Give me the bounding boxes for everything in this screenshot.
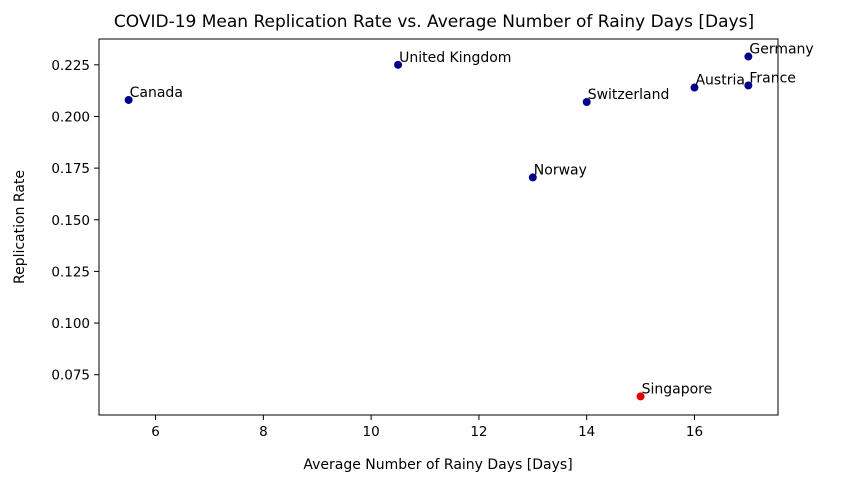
- x-tick-label: 10: [363, 424, 380, 440]
- y-tick-label: 0.125: [51, 264, 90, 280]
- data-point: [744, 81, 753, 90]
- y-tick-label: 0.150: [51, 213, 90, 229]
- x-tick-label: 16: [686, 424, 703, 440]
- y-tick-label: 0.225: [51, 58, 90, 74]
- data-point: [394, 60, 403, 69]
- y-tick-label: 0.175: [51, 161, 90, 177]
- x-tick-label: 12: [470, 424, 487, 440]
- y-tick-label: 0.100: [51, 316, 90, 332]
- chart-title: COVID-19 Mean Replication Rate vs. Avera…: [114, 12, 754, 32]
- y-axis: 0.075 0.100 0.125 0.150 0.175 0.200 0.225: [51, 58, 99, 384]
- plot-frame: [98, 38, 779, 416]
- data-point: [690, 83, 699, 92]
- point-label: Austria: [695, 73, 744, 89]
- y-tick-label: 0.200: [51, 109, 90, 125]
- point-label: Singapore: [642, 381, 713, 397]
- point-label: Germany: [749, 42, 813, 58]
- y-axis-label: Replication Rate: [12, 170, 28, 284]
- data-point: [582, 98, 591, 107]
- data-point: [528, 173, 537, 182]
- point-label: Switzerland: [588, 87, 670, 103]
- y-tick-label: 0.075: [51, 368, 90, 384]
- point-label: France: [749, 70, 796, 86]
- x-axis: 6 8 10 12 14 16: [151, 415, 703, 440]
- data-point: [636, 392, 645, 401]
- x-tick-label: 14: [578, 424, 595, 440]
- x-axis-label: Average Number of Rainy Days [Days]: [303, 457, 572, 473]
- data-points: [124, 52, 753, 401]
- point-label: Norway: [534, 162, 587, 178]
- point-labels: Canada United Kingdom Germany Austria France…: [130, 42, 814, 398]
- point-label: Canada: [130, 85, 183, 101]
- data-point: [124, 95, 133, 104]
- point-label: United Kingdom: [399, 50, 511, 66]
- data-point: [744, 52, 753, 61]
- x-tick-label: 8: [259, 424, 268, 440]
- x-tick-label: 6: [151, 424, 160, 440]
